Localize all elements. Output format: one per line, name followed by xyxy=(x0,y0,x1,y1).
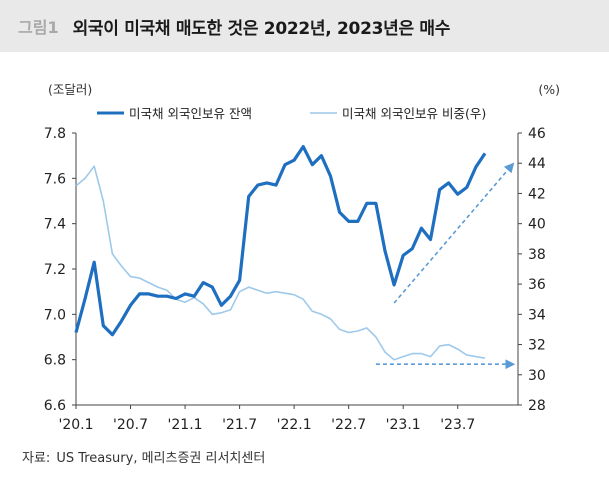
left-tick-label: 7.6 xyxy=(44,171,66,187)
right-tick-label: 36 xyxy=(528,277,546,293)
left-tick-label: 7.8 xyxy=(44,126,66,142)
left-tick-label: 7.0 xyxy=(44,307,66,323)
right-tick-label: 34 xyxy=(528,307,546,323)
right-tick-label: 38 xyxy=(528,247,546,263)
legend-label-share: 미국채 외국인보유 비중(우) xyxy=(342,106,486,121)
legend: 미국채 외국인보유 잔액 미국채 외국인보유 비중(우) xyxy=(97,106,486,121)
source-text: US Treasury, 메리츠증권 리서치센터 xyxy=(56,451,266,466)
chart: (조달러) (%) 미국채 외국인보유 잔액 미국채 외국인보유 비중(우) 6… xyxy=(44,82,560,433)
right-tick-label: 42 xyxy=(528,186,546,202)
right-tick-label: 40 xyxy=(528,217,546,233)
source-prefix: 자료: xyxy=(22,451,51,466)
series-line-share xyxy=(75,165,486,361)
x-tick-label: '20.7 xyxy=(113,417,148,433)
x-tick-label: '21.7 xyxy=(222,417,257,433)
figure-label: 그림1 xyxy=(18,18,59,37)
left-tick-label: 7.2 xyxy=(44,262,66,278)
right-tick-label: 32 xyxy=(528,338,546,354)
right-tick-label: 44 xyxy=(528,156,546,172)
legend-label-holdings: 미국채 외국인보유 잔액 xyxy=(129,106,252,121)
x-tick-label: '23.1 xyxy=(386,417,421,433)
series-line-holdings xyxy=(74,145,487,337)
figure-header: 그림1 외국이 미국채 매도한 것은 2022년, 2023년은 매수 xyxy=(0,0,609,52)
series-layer xyxy=(74,145,487,361)
x-tick-label: '22.1 xyxy=(277,417,312,433)
x-tick-label: '22.7 xyxy=(331,417,366,433)
x-tick-label: '20.1 xyxy=(58,417,93,433)
right-axis-unit: (%) xyxy=(538,82,560,97)
left-tick-label: 7.4 xyxy=(44,217,66,233)
right-tick-label: 28 xyxy=(528,398,546,414)
left-tick-label: 6.8 xyxy=(44,353,66,369)
axes: 6.6 6.8 7.0 7.2 7.4 7.6 7.8 28 30 32 34 36 38 40 42 44 4… xyxy=(44,126,546,433)
left-tick-label: 6.6 xyxy=(44,398,66,414)
figure-title: 외국이 미국채 매도한 것은 2022년, 2023년은 매수 xyxy=(72,18,451,39)
source-note: 자료: US Treasury, 메리츠증권 리서치센터 xyxy=(22,447,265,466)
right-tick-label: 46 xyxy=(528,126,546,142)
trend-arrow-1 xyxy=(393,162,515,304)
trend-arrows xyxy=(375,162,516,370)
left-axis-unit: (조달러) xyxy=(48,82,92,97)
right-tick-label: 30 xyxy=(528,368,546,384)
x-tick-label: '23.7 xyxy=(440,417,475,433)
x-tick-label: '21.1 xyxy=(168,417,203,433)
